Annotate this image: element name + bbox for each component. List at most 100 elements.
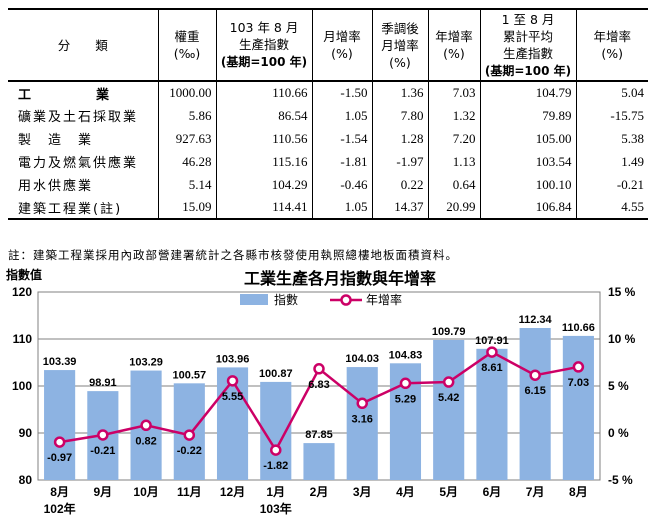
bar-value-label: 103.29 xyxy=(129,357,163,369)
x-tick-label: 4月 xyxy=(396,485,415,499)
cell-index: 115.16 xyxy=(215,150,312,173)
y2-tick-label: 15 % xyxy=(608,285,636,299)
x-tick-label: 10月 xyxy=(133,485,158,499)
yoy-marker xyxy=(97,429,109,441)
x-tick-label: 8月 xyxy=(569,485,588,499)
bar xyxy=(476,348,508,480)
cell-yoy: 1.32 xyxy=(427,104,480,127)
chart-title: 工業生產各月指數與年增率 xyxy=(244,269,436,288)
x-year-label: 102年 xyxy=(44,501,76,516)
cell-cumyoy: 1.49 xyxy=(575,150,648,173)
cell-index: 104.29 xyxy=(215,173,312,196)
bar-value-label: 107.91 xyxy=(475,335,509,347)
yoy-marker xyxy=(140,419,152,432)
bar xyxy=(519,328,551,480)
cell-cum: 105.00 xyxy=(479,127,576,150)
cell-sa: 14.37 xyxy=(371,196,428,219)
cell-weight: 46.28 xyxy=(157,150,216,173)
cell-index: 110.56 xyxy=(215,127,312,150)
yoy-marker xyxy=(183,429,196,441)
cell-weight: 1000.00 xyxy=(157,81,216,104)
bar-value-label: 103.96 xyxy=(216,353,250,365)
yoy-value-label: 3.16 xyxy=(352,413,373,425)
x-tick-label: 7月 xyxy=(526,485,545,499)
yoy-marker xyxy=(529,369,541,381)
bar-value-label: 100.57 xyxy=(172,369,206,381)
bar xyxy=(346,367,378,480)
yoy-value-label: 8.61 xyxy=(481,362,502,374)
y2-tick-label: 0 % xyxy=(608,426,629,440)
yoy-marker xyxy=(53,436,66,448)
y2-tick-label: 10 % xyxy=(608,332,636,346)
row-label: 工 業 xyxy=(18,87,136,103)
yoy-marker xyxy=(486,346,498,358)
yoy-marker xyxy=(270,444,282,456)
y-tick-label: 110 xyxy=(13,332,33,346)
yoy-value-label: -0.21 xyxy=(90,445,115,457)
x-year-label: 103年 xyxy=(260,501,292,516)
y-axis-label: 指數值 xyxy=(6,267,42,282)
bar-value-label: 109.79 xyxy=(432,326,466,338)
x-tick-label: 11月 xyxy=(177,485,202,499)
yoy-value-label: -0.22 xyxy=(177,445,202,457)
legend-label: 指數 xyxy=(274,292,298,307)
header-weight: 權重 (‰) xyxy=(157,9,216,81)
cell-yoy: 1.13 xyxy=(427,150,480,173)
bar xyxy=(44,370,76,480)
cell-yoy: 20.99 xyxy=(427,196,480,219)
bar-value-label: 103.39 xyxy=(43,356,77,368)
cell-yoy: 7.03 xyxy=(427,81,480,104)
y2-tick-label: 5 % xyxy=(608,379,629,393)
cell-sa: 7.80 xyxy=(371,104,428,127)
cell-weight: 927.63 xyxy=(157,127,216,150)
header-category: 分 類 xyxy=(57,37,108,53)
yoy-value-label: 5.55 xyxy=(222,391,243,403)
x-tick-label: 1月 xyxy=(266,485,285,499)
yoy-marker xyxy=(399,377,412,390)
table-footnote: 註：建築工程業採用內政部營建署統計之各縣市核發使用執照總樓地板面積資料。 xyxy=(8,248,458,262)
cell-mom: -0.46 xyxy=(311,173,372,196)
cell-sa: 1.28 xyxy=(371,127,428,150)
y2-tick-label: -5 % xyxy=(608,473,633,487)
x-tick-label: 2月 xyxy=(310,485,329,499)
row-label: 礦業及土石採取業 xyxy=(18,110,139,125)
header-index: 103 年 8 月生產指數 (基期=100 年) xyxy=(215,9,312,81)
table-row: 電力及燃氣供應業 46.28 115.16 -1.81 -1.97 1.13 103.54 1… xyxy=(8,150,648,173)
legend-label: 年增率 xyxy=(366,292,402,307)
cell-mom: 1.05 xyxy=(311,104,372,127)
bar-value-label: 104.83 xyxy=(389,349,423,361)
header-yoy: 年增率 (%) xyxy=(427,9,480,81)
cell-yoy: 0.64 xyxy=(427,173,480,196)
yoy-value-label: 0.82 xyxy=(135,435,156,447)
cell-cumyoy: 5.04 xyxy=(575,81,648,104)
header-sa: 季調後 月增率 (%) xyxy=(371,9,428,81)
header-cum-yoy: 年增率 (%) xyxy=(575,9,648,81)
cell-cum: 79.89 xyxy=(479,104,576,127)
y-tick-label: 80 xyxy=(19,473,33,487)
x-tick-label: 3月 xyxy=(353,485,372,499)
row-label: 製 造 業 xyxy=(18,133,94,148)
cell-mom: -1.54 xyxy=(311,127,372,150)
cell-weight: 15.09 xyxy=(157,196,216,219)
row-label: 用水供應業 xyxy=(18,179,94,194)
cell-cumyoy: 4.55 xyxy=(575,196,648,219)
table-row: 工 業 1000.00 110.66 -1.50 1.36 7.03 104.79 5.04 xyxy=(8,81,648,104)
yoy-value-label: 7.03 xyxy=(568,377,589,389)
yoy-marker xyxy=(442,376,455,388)
row-label: 電力及燃氣供應業 xyxy=(18,156,139,171)
x-tick-label: 12月 xyxy=(220,485,245,499)
bar-value-label: 104.03 xyxy=(345,353,379,365)
table-row: 建築工程業(註) 15.09 114.41 1.05 14.37 20.99 106.84 4… xyxy=(8,196,648,219)
yoy-marker xyxy=(356,397,368,410)
cell-cumyoy: -0.21 xyxy=(575,173,648,196)
cell-weight: 5.14 xyxy=(157,173,216,196)
cell-index: 114.41 xyxy=(215,196,312,219)
yoy-value-label: -0.97 xyxy=(47,452,72,464)
cell-cumyoy: 5.38 xyxy=(575,127,648,150)
x-tick-label: 9月 xyxy=(94,485,113,499)
cell-yoy: 7.20 xyxy=(427,127,480,150)
yoy-value-label: -1.82 xyxy=(263,460,288,472)
yoy-marker xyxy=(572,361,585,373)
bar-value-label: 98.91 xyxy=(89,377,117,389)
yoy-marker xyxy=(313,363,325,375)
